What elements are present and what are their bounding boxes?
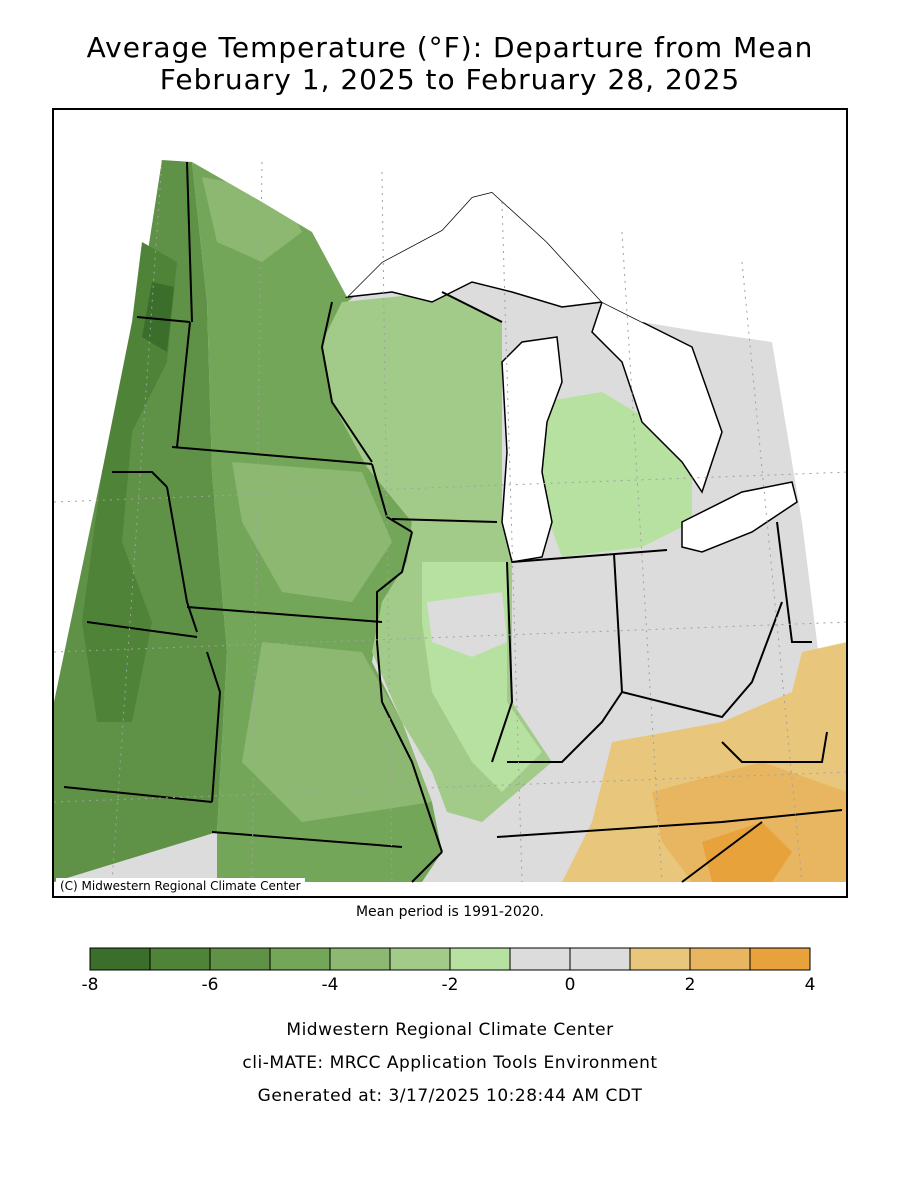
legend-tick-label: -6 bbox=[202, 975, 219, 995]
legend-swatch bbox=[209, 947, 271, 971]
legend-swatch bbox=[689, 947, 751, 971]
border-mississippi bbox=[411, 851, 443, 883]
region-west-darkest bbox=[142, 282, 174, 352]
legend-swatch bbox=[269, 947, 331, 971]
region-far-west-dark bbox=[82, 242, 177, 722]
lake-huron bbox=[591, 300, 723, 494]
map-subtitle-date-range: February 1, 2025 to February 28, 2025 bbox=[159, 63, 741, 96]
border-mn-ia bbox=[171, 446, 373, 465]
region-ky-deeper bbox=[652, 762, 846, 882]
state-borders bbox=[63, 161, 843, 883]
border-sd-mn bbox=[176, 321, 191, 448]
border-ky-tn bbox=[496, 809, 843, 838]
grid-lines bbox=[54, 159, 846, 883]
legend-tick-label: -8 bbox=[82, 975, 99, 995]
border-tn-nc bbox=[681, 821, 763, 883]
canada-land-north bbox=[192, 110, 846, 342]
border-in-ky bbox=[507, 691, 623, 763]
border-nd-mn bbox=[186, 161, 193, 323]
border-mo-ks bbox=[206, 651, 222, 803]
border-mo-ar bbox=[211, 831, 403, 848]
copyright-label: (C) Midwestern Regional Climate Center bbox=[56, 878, 305, 894]
region-tn-deepest bbox=[702, 822, 792, 882]
border-ky-va bbox=[721, 731, 828, 763]
legend-swatch bbox=[749, 947, 811, 971]
border-nd-sd bbox=[136, 316, 191, 323]
legend-swatch bbox=[89, 947, 151, 971]
border-sd-ne bbox=[112, 471, 168, 488]
region-il-gray-patch bbox=[427, 592, 507, 657]
lake-erie bbox=[681, 481, 798, 553]
map-frame: (C) Midwestern Regional Climate Center bbox=[52, 108, 848, 898]
border-wi-il bbox=[391, 518, 498, 523]
border-mi-wi-up bbox=[441, 291, 503, 323]
legend-swatch bbox=[509, 947, 571, 971]
border-mo-il bbox=[381, 701, 443, 853]
border-in-oh bbox=[613, 553, 623, 693]
footer-generated: Generated at: 3/17/2025 10:28:44 AM CDT bbox=[257, 1086, 643, 1106]
border-ia-wi bbox=[371, 463, 413, 533]
legend-tick-label: 0 bbox=[565, 975, 576, 995]
border-ia-ne bbox=[166, 486, 198, 633]
border-ia-mo bbox=[186, 606, 383, 623]
footer-tool: cli-MATE: MRCC Application Tools Environ… bbox=[242, 1053, 658, 1073]
legend-tick-label: -2 bbox=[442, 975, 459, 995]
map-title: Average Temperature (°F): Departure from… bbox=[86, 31, 814, 64]
border-ne-ks bbox=[86, 621, 198, 638]
border-oh-ky-wv bbox=[621, 601, 783, 719]
legend-tick-label: 2 bbox=[685, 975, 696, 995]
footer-org: Midwestern Regional Climate Center bbox=[286, 1020, 614, 1040]
legend-swatch bbox=[449, 947, 511, 971]
border-oh-pa bbox=[776, 521, 812, 643]
region-ia-lighter bbox=[232, 462, 392, 602]
border-ks-ok bbox=[63, 786, 213, 803]
color-legend: -8 -6 -4 -2 0 2 4 bbox=[82, 947, 816, 995]
legend-tick-label: 4 bbox=[805, 975, 816, 995]
lake-michigan bbox=[501, 336, 563, 563]
legend-swatch bbox=[389, 947, 451, 971]
map-canvas bbox=[54, 110, 846, 883]
border-il-in bbox=[491, 561, 514, 763]
legend-swatch bbox=[629, 947, 691, 971]
border-ia-il bbox=[376, 531, 413, 703]
legend-swatch bbox=[329, 947, 391, 971]
mean-period-note: Mean period is 1991-2020. bbox=[355, 904, 545, 920]
legend-tick-label: -4 bbox=[322, 975, 339, 995]
region-mo-lighter bbox=[242, 642, 432, 822]
legend-swatch bbox=[569, 947, 631, 971]
border-mi-in-oh bbox=[511, 549, 668, 563]
border-mn-wi bbox=[320, 301, 373, 463]
legend-swatch bbox=[149, 947, 211, 971]
